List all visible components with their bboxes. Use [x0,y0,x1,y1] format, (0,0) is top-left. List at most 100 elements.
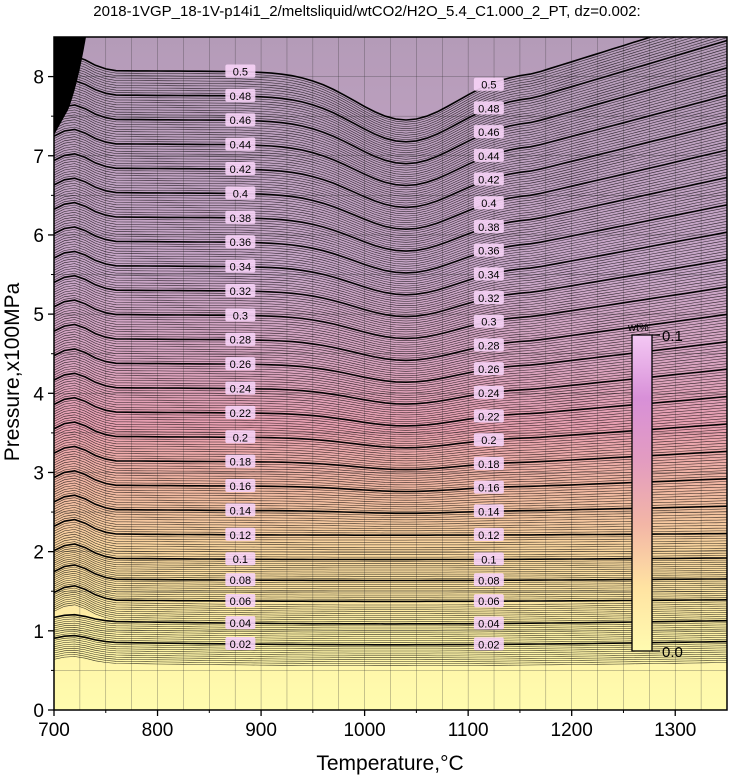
contour-line-minor [54,379,727,414]
contour-line-minor [54,270,727,326]
contour-line-minor [54,458,727,481]
contour-line-minor [54,443,727,468]
contour-line-minor [54,492,727,512]
contour-line-minor [54,434,727,459]
contour-line-minor [54,477,727,499]
contour-line-minor [54,426,727,453]
plot-area: 0.02 0.02 0.04 0.04 0.06 0.06 0.08 0.08 0.1 0.1 0.… [54,37,727,710]
contour-label: 0.3 [473,314,504,329]
y-tick-label: 7 [33,147,44,168]
svg-text:0.14: 0.14 [230,505,251,517]
contour-line-minor [54,311,727,359]
svg-text:0.02: 0.02 [478,639,499,651]
contour-label: 0.08 [225,573,256,587]
contour-line-major [54,368,727,405]
contour-line-minor [54,245,727,306]
contour-line-minor [54,273,727,328]
contour-line-minor [54,441,727,466]
svg-text:0.26: 0.26 [230,359,251,371]
contour-line-minor [54,251,727,311]
contour-label: 0.1 [225,552,256,566]
svg-text:0.3: 0.3 [481,317,496,329]
contour-line-minor [54,554,727,571]
svg-text:0.1: 0.1 [233,554,248,566]
contour-line-minor [54,652,727,662]
contour-line-minor [54,133,727,217]
contour-line-minor [54,524,727,541]
contour-line-minor [54,355,727,394]
contour-line-major [54,584,727,603]
contour-line-minor [54,550,727,567]
contour-line-minor [54,305,727,355]
contour-labels: 0.02 0.02 0.04 0.04 0.06 0.06 0.08 0.08 0.1 0.1 0.… [225,64,504,651]
contour-line-minor [54,234,727,298]
contour-label: 0.46 [473,125,504,139]
contour-line-minor [54,602,727,620]
contour-line-minor [54,502,727,521]
contour-line-minor [54,641,727,652]
contour-line-minor [54,504,727,523]
svg-text:0.14: 0.14 [478,506,499,518]
svg-text:0.26: 0.26 [478,364,499,376]
contour-line-minor [54,97,727,188]
contour-label: 0.04 [473,616,504,631]
contour-line-minor [54,105,727,195]
contour-line-minor [54,108,727,197]
contour-line-major [54,94,727,187]
contour-line-minor [54,37,695,132]
contour-line-major [54,341,727,384]
contour-line-minor [54,407,727,435]
contour-line-minor [54,465,727,488]
contour-line-minor [54,507,727,525]
svg-text:0.1: 0.1 [481,554,496,566]
contour-label: 0.5 [225,64,256,78]
contour-line-minor [54,509,727,527]
contour-line-minor [54,596,727,614]
svg-text:0.22: 0.22 [230,408,251,420]
contour-line-major [54,37,654,121]
contour-line-minor [54,218,727,285]
contour-line-minor [54,649,727,660]
contour-line-major [54,613,727,625]
contour-line-minor [54,460,727,483]
contour-line-minor [54,147,727,228]
contour-line-minor [54,487,727,508]
chart-title: 2018-1VGP_18-1V-p14i1_2/meltsliquid/wtCO… [93,3,640,20]
contour-line-minor [54,253,727,313]
contour-label: 0.24 [473,385,504,400]
contour-line-minor [54,292,727,344]
contour-line-minor [54,295,727,346]
contour-line-major [54,445,727,471]
contour-line-minor [54,158,727,237]
contour-line-minor [54,431,727,457]
contour-line-minor [54,45,727,147]
colorbar-min-label: 0.0 [662,644,683,661]
svg-text:0.28: 0.28 [478,340,499,352]
svg-text:0.48: 0.48 [230,91,251,103]
contour-line-minor [54,51,727,151]
contour-label: 0.42 [225,162,256,176]
contour-line-minor [54,404,727,433]
contour-line-minor [54,401,727,431]
svg-text:0.2: 0.2 [481,435,496,447]
contour-line-minor [54,589,727,608]
contour-line-minor [54,639,727,650]
contour-label: 0.34 [225,259,256,274]
contour-line-minor [54,419,727,446]
y-axis-label: Pressure,x100MPa [1,282,24,461]
contour-line-minor [54,86,727,180]
contour-line-minor [54,448,727,473]
contour-line-major [54,469,727,493]
svg-text:0.38: 0.38 [230,213,251,225]
y-tick-label: 4 [33,384,44,405]
svg-text:0.36: 0.36 [230,237,251,249]
contour-line-minor [54,100,727,191]
contour-label: 0.14 [473,504,504,518]
svg-text:0.02: 0.02 [230,639,251,651]
contour-label: 0.04 [225,616,256,630]
contour-label: 0.2 [473,433,504,447]
contour-line-minor [54,37,661,123]
svg-text:0.18: 0.18 [230,457,251,469]
colorbar-gradient [631,334,653,652]
